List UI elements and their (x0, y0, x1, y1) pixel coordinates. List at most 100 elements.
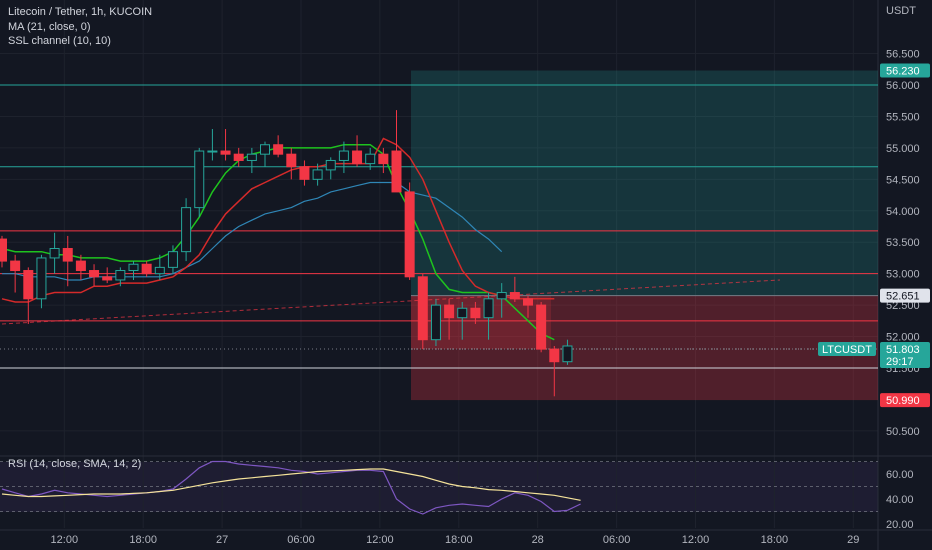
price-tick-label: 52.500 (886, 300, 920, 312)
candle-body (496, 292, 507, 300)
profit-zone (411, 70, 878, 296)
time-tick-label: 18:00 (761, 534, 789, 546)
candle (536, 301, 547, 353)
chart-legend: Litecoin / Tether, 1h, KUCOIN MA (21, cl… (8, 5, 152, 49)
time-tick-label: 27 (216, 534, 228, 546)
candle-body (102, 276, 113, 281)
candle (246, 147, 257, 174)
time-tick-label: 29 (847, 534, 859, 546)
candle (470, 301, 481, 324)
ssl-legend[interactable]: SSL channel (10, 10) (8, 35, 111, 47)
rsi-legend[interactable]: RSI (14, close, SMA, 14, 2) (8, 458, 142, 470)
candle-body (260, 144, 270, 155)
candle-body (444, 304, 455, 319)
candle-body (312, 169, 323, 180)
current-price-bg (880, 341, 930, 368)
candle-body (457, 307, 468, 319)
price-tick-label: 54.000 (886, 206, 920, 218)
price-tick-label: 56.000 (886, 80, 920, 92)
candle (23, 267, 34, 324)
candle (286, 147, 297, 180)
candle-body (338, 150, 349, 161)
rsi-tick-label: 20.00 (886, 519, 914, 531)
candle (49, 232, 60, 274)
rsi-ma-line (1, 468, 581, 501)
price-tick-label: 52.000 (886, 332, 920, 344)
candle-body (562, 345, 573, 363)
candle-body (470, 307, 481, 319)
candle (273, 135, 284, 158)
time-tick-label: 06:00 (287, 534, 315, 546)
candle-body (391, 150, 402, 193)
candle-body (352, 150, 363, 165)
symbol-tag: LTCUSDT (822, 344, 872, 356)
candle-body (194, 150, 205, 209)
candle (128, 261, 139, 280)
entry-price-label: 52.651 (886, 291, 920, 303)
candle (509, 276, 520, 302)
candle-body (36, 257, 47, 300)
current-price-label: 51.803 (886, 344, 920, 356)
candle (378, 147, 389, 174)
candle-body (299, 166, 310, 180)
candle (36, 254, 47, 309)
candle (10, 254, 21, 293)
candle-body (23, 270, 34, 300)
rsi-tick-label: 40.00 (886, 494, 914, 506)
position-tool[interactable] (411, 70, 878, 401)
ma-legend[interactable]: MA (21, close, 0) (8, 20, 91, 33)
candle (417, 273, 428, 350)
time-tick-label: 12:00 (682, 534, 710, 546)
target-price-label: 56.230 (886, 66, 920, 78)
candle-body (10, 260, 21, 272)
candle-body (181, 207, 192, 253)
candle-body (325, 159, 336, 171)
candle-body (154, 266, 165, 275)
candle-body (430, 304, 441, 341)
rsi-pane (0, 460, 878, 515)
candle-body (233, 153, 244, 161)
time-tick-label: 06:00 (603, 534, 631, 546)
candle (299, 160, 310, 186)
candle (391, 110, 402, 193)
candle (207, 129, 218, 161)
candle (115, 267, 126, 287)
candle-body (523, 298, 533, 306)
candle (102, 267, 113, 284)
price-tick-label: 53.500 (886, 237, 920, 249)
candle-body (404, 191, 415, 278)
candle (483, 292, 494, 340)
price-tick-label: 55.000 (886, 143, 920, 155)
candle (562, 339, 573, 365)
candle (325, 157, 336, 180)
candle (62, 235, 73, 287)
candle (444, 298, 455, 340)
time-tick-label: 28 (532, 534, 544, 546)
candle (154, 254, 165, 280)
rsi-line (1, 460, 581, 515)
candle (220, 129, 231, 161)
candle-body (89, 270, 100, 278)
trend-line (1, 279, 781, 325)
price-tick-label: 50.500 (886, 426, 920, 438)
symbol-tag-bg (818, 341, 876, 356)
candle (523, 295, 533, 318)
ma-line (2, 181, 503, 281)
candle-body (115, 270, 126, 281)
rsi-tick-label: 60.00 (886, 469, 914, 481)
candle-body (378, 153, 389, 165)
candle (75, 254, 86, 280)
price-tick-label: 56.500 (886, 49, 920, 61)
candle (260, 141, 270, 167)
symbol-title[interactable]: Litecoin / Tether, 1h, KUCOIN (8, 6, 153, 18)
candle-body (549, 348, 560, 363)
candle (338, 141, 349, 174)
candle (167, 245, 178, 274)
candle-body (273, 144, 284, 155)
candles (0, 110, 573, 397)
time-tick-label: 18:00 (445, 534, 473, 546)
currency-label: USDT (886, 5, 916, 17)
